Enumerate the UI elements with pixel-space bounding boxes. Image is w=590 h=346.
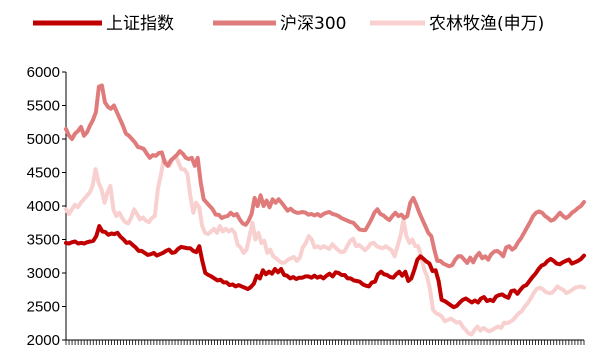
legend-label-agriculture: 农林牧渔(申万) (429, 14, 544, 34)
y-tick-label: 5500 (27, 98, 60, 115)
legend-item-csi300: 沪深300 (213, 14, 346, 34)
series-line-shanghai-composite (64, 224, 586, 310)
y-axis: 2000 2500 3000 3500 4000 4500 5000 5500 6000 (27, 64, 67, 346)
legend-label-shanghai-composite: 上证指数 (106, 14, 174, 34)
legend-item-shanghai-composite: 上证指数 (33, 14, 174, 34)
legend: 上证指数 沪深300 农林牧渔(申万) (33, 14, 544, 34)
plot-series (64, 83, 586, 337)
x-axis (65, 339, 585, 345)
y-tick-label: 4000 (27, 198, 60, 215)
y-tick-label: 6000 (27, 64, 60, 81)
y-tick-label: 3000 (27, 265, 60, 282)
legend-label-csi300: 沪深300 (280, 14, 346, 34)
series-line-agriculture (64, 153, 586, 337)
y-tick-label: 2500 (27, 299, 60, 316)
y-tick-label: 3500 (27, 232, 60, 249)
y-tick-label: 2000 (27, 332, 60, 346)
series-line-csi300 (64, 83, 586, 269)
legend-item-agriculture: 农林牧渔(申万) (370, 14, 544, 34)
y-tick-label: 4500 (27, 165, 60, 182)
y-tick-label: 5000 (27, 131, 60, 148)
